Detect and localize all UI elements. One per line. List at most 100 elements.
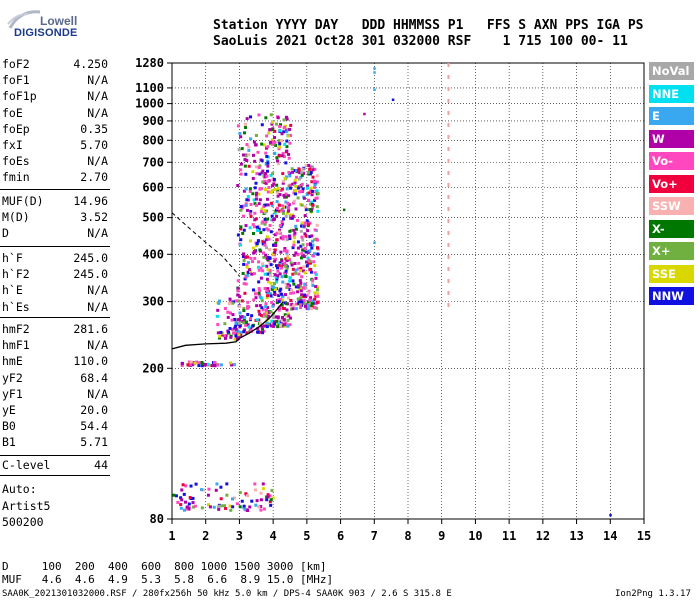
echo-point	[271, 184, 275, 188]
echo-point	[268, 494, 272, 498]
echo-point	[298, 298, 302, 302]
echo-point	[260, 325, 264, 329]
echo-point	[254, 165, 258, 169]
echo-point	[234, 321, 238, 325]
echo-point	[261, 262, 265, 266]
echo-point	[262, 205, 266, 209]
panel-separator	[0, 246, 110, 247]
echo-point	[292, 303, 296, 307]
echo-point	[309, 243, 313, 247]
echo-point	[269, 294, 273, 298]
echo-point	[285, 145, 289, 149]
echo-point	[303, 221, 307, 225]
echo-point	[283, 313, 287, 317]
echo-point	[216, 308, 220, 312]
echo-point	[264, 162, 268, 166]
echo-point	[261, 487, 265, 491]
x-tick-label: 12	[536, 529, 550, 543]
echo-point	[310, 193, 314, 197]
param-row-hF: h`F 245.0	[2, 250, 108, 266]
echo-point	[302, 302, 306, 306]
y-tick-label: 600	[142, 181, 164, 195]
echo-point	[287, 314, 291, 318]
echo-point	[299, 289, 303, 293]
echo-point	[314, 285, 318, 289]
echo-point	[269, 498, 273, 502]
echo-point	[254, 217, 258, 221]
echo-point	[275, 277, 279, 281]
echo-point	[283, 261, 287, 265]
echo-point	[314, 272, 318, 276]
echo-point	[281, 210, 285, 214]
echo-point	[241, 153, 245, 157]
echo-point	[206, 493, 210, 497]
param-name: yF2	[2, 370, 23, 385]
echo-point	[307, 198, 311, 202]
param-row-foF1: foF1 N/A	[2, 72, 108, 88]
echo-point	[308, 235, 312, 239]
param-name: M(D)	[2, 210, 30, 225]
echo-point	[191, 496, 195, 500]
y-tick-label: 80	[150, 512, 164, 526]
echo-point	[276, 191, 280, 195]
echo-point	[251, 232, 255, 236]
echo-point	[223, 307, 227, 311]
echo-point	[276, 269, 280, 273]
panel-separator	[0, 317, 110, 318]
echo-point	[201, 362, 205, 366]
echo-point	[239, 225, 243, 229]
echo-point	[239, 331, 243, 335]
echo-point	[253, 249, 257, 253]
echo-point	[258, 248, 262, 252]
echo-point	[236, 124, 240, 128]
param-row-MD: M(D) 3.52	[2, 209, 108, 225]
echo-point	[266, 228, 270, 232]
echo-point	[305, 293, 309, 297]
echo-point	[288, 127, 292, 131]
echo-point	[294, 307, 298, 311]
echo-point	[291, 307, 295, 311]
echo-point	[303, 232, 307, 236]
echo-point	[313, 190, 317, 194]
echo-point	[283, 324, 287, 328]
echo-point	[238, 311, 242, 315]
echo-point	[258, 172, 262, 176]
echo-point	[260, 331, 264, 335]
echo-point	[306, 303, 310, 307]
echo-point	[271, 172, 275, 176]
echo-point	[222, 504, 226, 508]
echo-point	[315, 189, 319, 193]
echo-point	[285, 314, 289, 318]
echo-point	[283, 195, 287, 199]
echo-point	[255, 203, 259, 207]
echo-point	[265, 174, 269, 178]
echo-point	[269, 230, 273, 234]
echo-point	[281, 294, 285, 298]
param-name: foE	[2, 105, 23, 120]
echo-point	[279, 287, 283, 291]
echo-point	[299, 175, 303, 179]
echo-point	[281, 172, 285, 176]
header-line-1: Station YYYY DAY DDD HHMMSS P1 FFS S AXN…	[213, 18, 644, 33]
echo-point	[257, 287, 261, 291]
x-tick-label: 4	[270, 529, 277, 543]
echo-point	[273, 129, 277, 133]
echo-point	[270, 319, 274, 323]
echo-point	[311, 254, 315, 258]
echo-point	[231, 505, 235, 509]
echo-point	[182, 508, 186, 512]
logo-swoosh-icon	[7, 10, 41, 29]
echo-point	[609, 513, 612, 517]
echo-point	[279, 324, 283, 328]
echo-point	[305, 306, 309, 310]
param-name: h`E	[2, 283, 23, 298]
echo-point	[260, 207, 264, 211]
echo-point	[294, 192, 298, 196]
echo-point	[278, 145, 282, 149]
echo-point	[245, 143, 249, 147]
echo-point	[251, 288, 255, 292]
echo-point	[274, 243, 278, 247]
echo-point	[288, 316, 292, 320]
echo-point	[301, 171, 305, 175]
param-row-hmE: hmE 110.0	[2, 353, 108, 369]
